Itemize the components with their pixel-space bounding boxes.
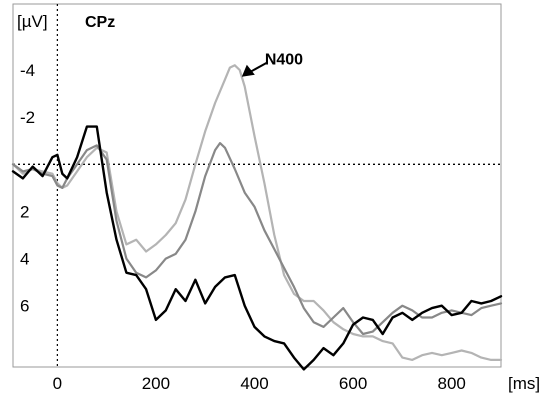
y-tick-label: -2	[20, 108, 35, 127]
x-tick-label: 200	[142, 374, 170, 393]
x-tick-label: 400	[240, 374, 268, 393]
y-tick-labels: -4 -2 2 4 6	[20, 61, 35, 316]
x-axis-unit-label: [ms]	[508, 374, 540, 393]
series-line-1	[11, 64, 503, 361]
annotation-layer: N400	[241, 52, 303, 77]
x-tick-label: 800	[438, 374, 466, 393]
y-tick-label: -4	[20, 61, 35, 80]
series-layer	[11, 64, 503, 371]
annotation-arrow-head	[241, 64, 255, 77]
y-tick-label: 4	[20, 250, 29, 269]
y-axis-unit-label: [µV]	[17, 12, 48, 31]
x-tick-label: 600	[339, 374, 367, 393]
plot-frame	[12, 3, 502, 368]
n400-annotation-label: N400	[265, 52, 303, 69]
series-line-2	[11, 142, 503, 336]
y-tick-label: 6	[20, 297, 29, 316]
y-tick-label: 2	[20, 202, 29, 221]
series-line-3	[11, 125, 503, 371]
channel-title: CPz	[85, 14, 115, 31]
x-tick-labels: 0 200 400 600 800	[53, 374, 466, 393]
x-tick-label: 0	[53, 374, 62, 393]
